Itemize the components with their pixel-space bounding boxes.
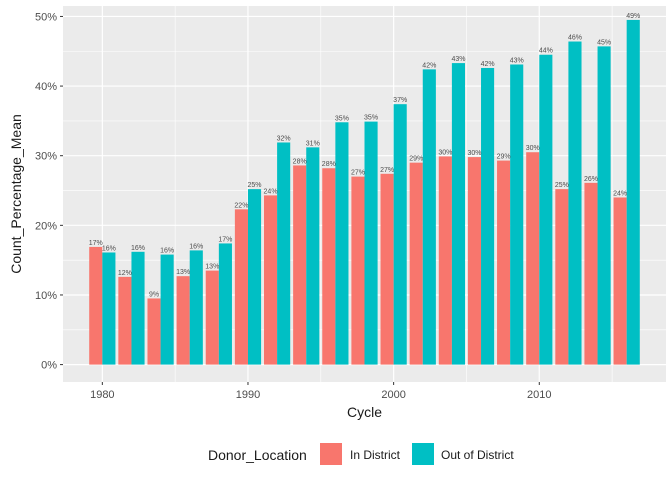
bar-label: 16%: [102, 245, 116, 252]
bar: [539, 54, 553, 365]
bar-label: 30%: [526, 145, 540, 152]
bar: [584, 182, 598, 365]
bar: [264, 195, 278, 365]
bar-label: 16%: [160, 248, 174, 255]
y-tick-label: 40%: [35, 81, 57, 93]
y-tick-label: 0%: [41, 360, 57, 372]
bar-label: 17%: [89, 240, 103, 247]
bar: [422, 69, 436, 365]
y-tick-label: 10%: [35, 290, 57, 302]
bar: [438, 156, 452, 365]
bar-label: 30%: [438, 149, 452, 156]
bar: [626, 19, 640, 365]
bar: [322, 168, 336, 365]
bar: [526, 152, 540, 365]
bar: [277, 142, 291, 365]
bar: [451, 63, 465, 365]
bar-label: 26%: [584, 176, 598, 183]
bar: [597, 46, 611, 365]
bar: [613, 197, 627, 365]
y-tick-label: 50%: [35, 11, 57, 23]
bar-label: 16%: [189, 243, 203, 250]
bar: [481, 67, 495, 365]
bar-label: 22%: [234, 202, 248, 209]
legend-swatch-in-district: [320, 443, 342, 465]
bar: [234, 209, 248, 365]
bar: [102, 252, 116, 365]
bar-label: 37%: [393, 97, 407, 104]
bar: [160, 254, 174, 365]
bar: [335, 122, 349, 365]
bar: [205, 270, 219, 365]
bar-label: 44%: [539, 48, 553, 55]
bar: [176, 276, 190, 365]
bar-label: 43%: [451, 56, 465, 63]
x-axis: 1980 1990 2000 2010: [90, 382, 552, 401]
bar-label: 27%: [351, 170, 365, 177]
bar-label: 42%: [481, 61, 495, 68]
legend-label-in-district: In District: [350, 448, 401, 462]
legend-label-out-of-district: Out of District: [441, 448, 514, 462]
y-tick-label: 30%: [35, 151, 57, 163]
x-tick-label: 2010: [527, 389, 551, 401]
legend-swatch-out-of-district: [412, 443, 434, 465]
bar-label: 45%: [597, 39, 611, 46]
bar-label: 30%: [467, 150, 481, 157]
bar-label: 46%: [568, 35, 582, 42]
legend-title: Donor_Location: [208, 447, 307, 463]
bar-label: 27%: [380, 167, 394, 174]
bar-label: 31%: [306, 140, 320, 147]
bar-label: 9%: [149, 291, 159, 298]
y-tick-label: 20%: [35, 220, 57, 232]
bar-label: 29%: [497, 154, 511, 161]
bar: [306, 147, 320, 365]
bar: [118, 276, 132, 365]
bar-label: 13%: [205, 264, 219, 271]
x-tick-label: 2000: [381, 389, 405, 401]
x-tick-label: 1980: [90, 389, 114, 401]
bar-label: 25%: [248, 182, 262, 189]
x-axis-title: Cycle: [347, 404, 382, 420]
bar-label: 42%: [422, 62, 436, 69]
y-axis: 0% 10% 20% 30% 40% 50%: [35, 11, 63, 372]
bar-label: 13%: [176, 269, 190, 276]
bar: [393, 104, 407, 365]
bar-label: 25%: [555, 182, 569, 189]
bar: [247, 189, 262, 365]
bar-label: 16%: [131, 245, 145, 252]
legend: Donor_Location In District Out of Distri…: [208, 443, 514, 465]
bar-label: 32%: [277, 135, 291, 142]
bar: [89, 246, 103, 365]
bar: [147, 298, 161, 365]
bar: [409, 162, 423, 365]
bar-label: 24%: [264, 188, 278, 195]
y-axis-title: Count_Percentage_Mean: [8, 114, 24, 274]
bar: [510, 64, 524, 365]
bar-label: 24%: [613, 190, 627, 197]
bar-label: 29%: [409, 156, 423, 163]
bar: [189, 250, 203, 365]
bar: [364, 121, 378, 365]
bar: [218, 243, 232, 365]
bar-label: 28%: [293, 158, 307, 165]
bar-labels: 17% 12% 9% 13% 13% 22% 24% 28% 28% 27% 27% 29% 30% 30…: [89, 13, 640, 299]
bar-label: 43%: [510, 57, 524, 64]
bar-label: 28%: [322, 161, 336, 168]
bar: [351, 176, 365, 365]
bar-label: 17%: [218, 236, 232, 243]
bar-label: 35%: [335, 115, 349, 122]
bar-label: 12%: [118, 270, 132, 277]
bar: [380, 173, 394, 365]
bar: [497, 160, 511, 365]
bar: [293, 165, 307, 365]
bar-label: 35%: [364, 115, 378, 122]
bars: [89, 19, 640, 365]
bar-label: 49%: [626, 13, 640, 20]
bar: [131, 251, 145, 365]
bar: [555, 189, 569, 365]
bar: [467, 157, 482, 365]
bar: [568, 41, 582, 365]
x-tick-label: 1990: [236, 389, 260, 401]
